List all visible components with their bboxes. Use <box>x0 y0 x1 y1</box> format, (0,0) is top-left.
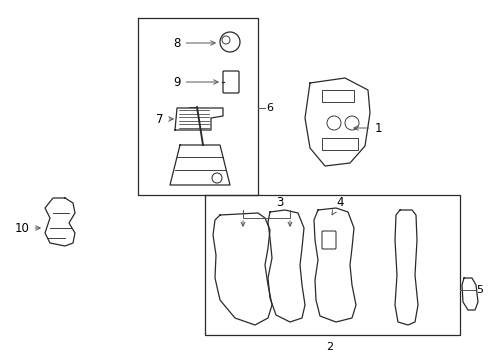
Text: 7: 7 <box>156 113 173 126</box>
Text: 10: 10 <box>15 221 40 234</box>
Text: 8: 8 <box>173 36 215 50</box>
Text: 9: 9 <box>173 76 218 89</box>
Text: 1: 1 <box>354 122 382 135</box>
Text: 2: 2 <box>326 342 334 352</box>
Text: 6: 6 <box>267 103 273 113</box>
Text: 4: 4 <box>332 195 344 215</box>
Text: 5: 5 <box>476 285 484 295</box>
Text: 3: 3 <box>276 195 284 208</box>
